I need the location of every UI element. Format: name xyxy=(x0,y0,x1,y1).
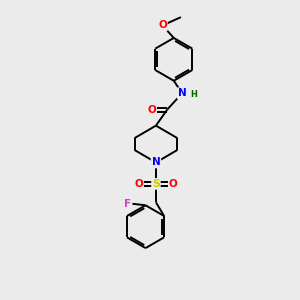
Text: H: H xyxy=(190,90,197,99)
Text: N: N xyxy=(152,158,160,167)
Text: O: O xyxy=(169,179,178,189)
Text: O: O xyxy=(158,20,167,31)
Text: F: F xyxy=(124,199,131,209)
Text: S: S xyxy=(152,179,160,189)
Text: O: O xyxy=(134,179,143,189)
Text: N: N xyxy=(178,88,187,98)
Text: O: O xyxy=(147,105,156,115)
